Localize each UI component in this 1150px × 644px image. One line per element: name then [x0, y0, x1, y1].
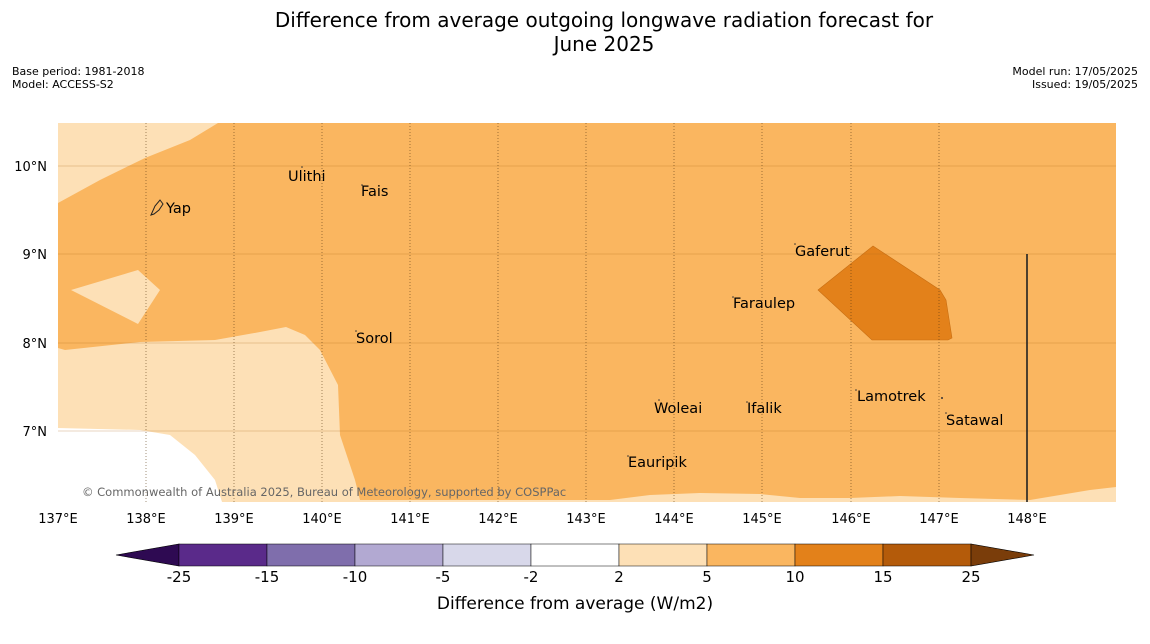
lon-label-147: 147°E — [919, 512, 959, 527]
colorbar-segment — [354, 543, 444, 567]
island-dot — [732, 296, 734, 298]
model-name: Model: ACCESS-S2 — [12, 78, 114, 91]
contour-fill-10-15 — [817, 245, 953, 341]
place-label-lamotrek: Lamotrek — [857, 389, 926, 405]
lat-label-8: 8°N — [23, 337, 48, 352]
island-dot — [627, 455, 629, 457]
map-plot-area — [58, 123, 1116, 502]
issued-date: Issued: 19/05/2025 — [1031, 78, 1138, 91]
lon-label-143: 143°E — [566, 512, 606, 527]
place-label-fais: Fais — [361, 184, 388, 200]
island-dot — [945, 412, 947, 414]
title-line-2: June 2025 — [553, 32, 655, 56]
meta-right: Model run: 17/05/2025 Issued: 19/05/2025 — [1012, 65, 1138, 91]
lon-label-138: 138°E — [126, 512, 166, 527]
lon-label-146: 146°E — [831, 512, 871, 527]
lat-label-7: 7°N — [23, 425, 48, 440]
colorbar-segment — [794, 543, 884, 567]
island-dot — [301, 166, 303, 168]
lon-label-144: 144°E — [654, 512, 694, 527]
contour-fill-5-10 — [58, 123, 1116, 500]
lon-labels: 137°E 138°E 139°E 140°E 141°E 142°E 143°… — [38, 512, 1047, 527]
island-dot — [361, 184, 363, 186]
lon-label-142: 142°E — [478, 512, 518, 527]
yap-island-shape — [150, 199, 164, 216]
lat-label-10: 10°N — [14, 160, 47, 175]
meridians — [145, 123, 940, 502]
colorbar-segment — [266, 543, 356, 567]
colorbar-under-arrow — [115, 543, 180, 567]
colorbar-segment — [530, 543, 620, 567]
colorbar-segment — [618, 543, 708, 567]
colorbar-segment — [442, 543, 532, 567]
colorbar-tick-label: -25 — [166, 568, 192, 586]
place-label-yap: Yap — [165, 201, 191, 217]
lon-label-141: 141°E — [390, 512, 430, 527]
colorbar-over-arrow — [970, 543, 1035, 567]
colorbar-segment — [706, 543, 796, 567]
colorbar-tick-label: 2 — [614, 568, 624, 586]
colorbar-tick-label: -15 — [254, 568, 280, 586]
colorbar — [115, 543, 1035, 567]
colorbar-tick-label: 25 — [961, 568, 981, 586]
model-run: Model run: 17/05/2025 — [1012, 65, 1138, 78]
island-dots — [301, 166, 947, 457]
place-label-eauripik: Eauripik — [628, 455, 687, 471]
place-labels: Yap Ulithi Fais Gaferut Faraulep Sorol L… — [165, 169, 1003, 471]
chart-title: Difference from average outgoing longwav… — [0, 8, 1150, 56]
place-label-gaferut: Gaferut — [795, 244, 850, 260]
contour-fill-neutral — [58, 422, 222, 502]
place-label-satawal: Satawal — [946, 413, 1003, 429]
colorbar-segment — [882, 543, 972, 567]
colorbar-tick-label: 5 — [702, 568, 712, 586]
island-dot — [658, 399, 660, 401]
place-label-ulithi: Ulithi — [288, 169, 326, 185]
colorbar-title: Difference from average (W/m2) — [436, 594, 714, 614]
lon-label-139: 139°E — [214, 512, 254, 527]
colorbar-tick-label: -10 — [342, 568, 368, 586]
lon-label-148: 148°E — [1007, 512, 1047, 527]
island-dot — [941, 397, 943, 399]
place-label-sorol: Sorol — [356, 331, 393, 347]
island-dot — [355, 330, 357, 332]
meta-left: Base period: 1981-2018 Model: ACCESS-S2 — [12, 65, 144, 91]
colorbar-tick-label: -5 — [435, 568, 451, 586]
base-period: Base period: 1981-2018 — [12, 65, 145, 78]
colorbar-segments — [178, 543, 972, 567]
place-label-woleai: Woleai — [654, 401, 702, 417]
lon-label-140: 140°E — [302, 512, 342, 527]
island-dot — [794, 243, 796, 245]
island-dot — [746, 401, 748, 403]
copyright-notice: © Commonwealth of Australia 2025, Bureau… — [82, 485, 566, 499]
title-line-1: Difference from average outgoing longwav… — [274, 8, 934, 32]
colorbar-tick-label: 15 — [873, 568, 893, 586]
colorbar-tick-label: 10 — [785, 568, 805, 586]
island-dot — [855, 389, 857, 391]
colorbar-segment — [178, 543, 268, 567]
contour-pocket-2-5 — [71, 270, 160, 324]
lat-labels: 10°N 9°N 8°N 7°N — [14, 160, 47, 440]
place-label-ifalik: Ifalik — [747, 401, 782, 417]
place-label-faraulep: Faraulep — [733, 296, 795, 312]
lon-label-145: 145°E — [742, 512, 782, 527]
lon-label-137: 137°E — [38, 512, 78, 527]
colorbar-tick-label: -2 — [523, 568, 539, 586]
lat-label-9: 9°N — [23, 248, 48, 263]
